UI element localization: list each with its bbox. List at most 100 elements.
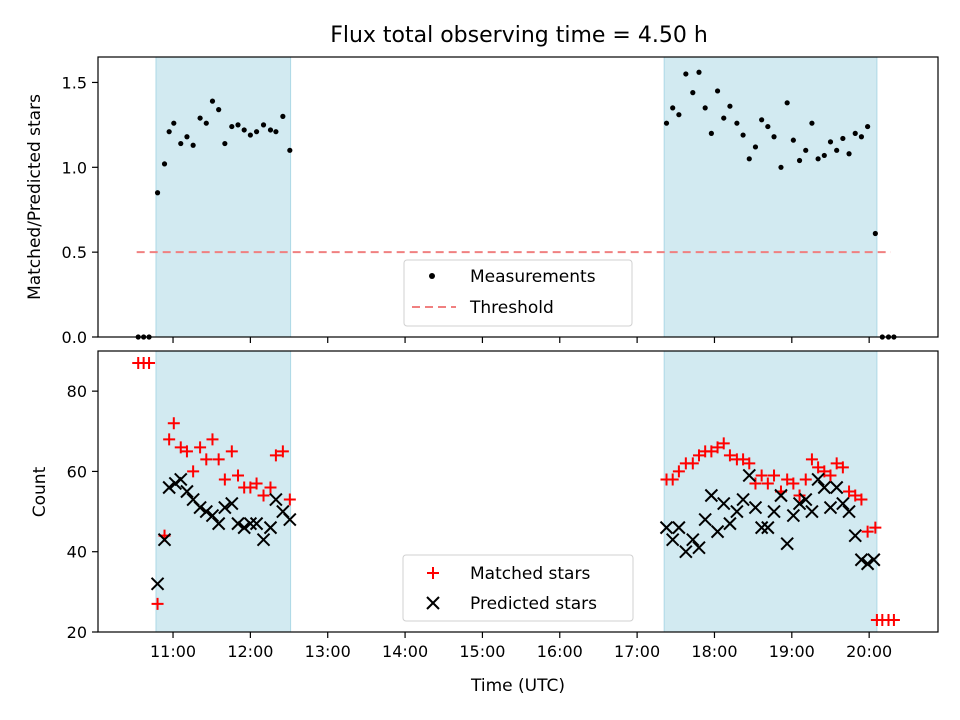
- x-tick-label: 17:00: [614, 642, 660, 661]
- legend-label-predicted: Predicted stars: [470, 594, 597, 614]
- data-point: [761, 520, 775, 535]
- data-point: [283, 512, 297, 527]
- data-point: [781, 473, 794, 486]
- data-point: [670, 105, 676, 111]
- count-legend-box: [402, 554, 634, 622]
- data-point: [244, 481, 257, 494]
- data-point: [205, 508, 220, 523]
- data-point: [887, 613, 900, 626]
- data-point: [151, 597, 164, 610]
- data-point: [257, 489, 270, 502]
- data-point: [676, 112, 682, 118]
- data-point: [740, 132, 746, 138]
- x-tick-label: 15:00: [459, 642, 505, 661]
- chart-title: Flux total observing time = 4.50 h: [330, 23, 708, 48]
- data-point: [200, 453, 213, 466]
- data-point: [799, 473, 812, 486]
- data-point: [840, 135, 846, 142]
- count-panel-ticks: 11:00 12:00 13:00 14:00 15:00 16:00 17:00 18:00…: [67, 382, 893, 661]
- data-point: [218, 500, 232, 515]
- data-point: [237, 520, 251, 535]
- data-point: [787, 477, 800, 490]
- data-point: [767, 504, 781, 519]
- data-point: [824, 469, 837, 482]
- data-point: [663, 120, 670, 126]
- data-point: [842, 504, 856, 519]
- y-tick-label: 0.5: [62, 243, 87, 262]
- data-point: [225, 496, 239, 511]
- data-point: [260, 122, 267, 128]
- data-point: [846, 151, 852, 157]
- data-point: [174, 441, 187, 454]
- data-point: [872, 230, 878, 237]
- count-y-axis-label: Count: [30, 466, 50, 517]
- y-tick-label: 40: [67, 543, 87, 562]
- data-point: [711, 441, 724, 454]
- data-point: [243, 516, 258, 531]
- data-point: [786, 508, 801, 523]
- data-point: [178, 140, 184, 147]
- data-point: [666, 473, 679, 486]
- data-point: [717, 437, 730, 450]
- data-point: [692, 540, 706, 555]
- data-point: [730, 504, 744, 519]
- observing-window-shading: [155, 56, 878, 338]
- data-point: [723, 449, 736, 462]
- data-point: [710, 524, 725, 539]
- x-axis-label: Time (UTC): [470, 676, 565, 696]
- data-point: [250, 477, 263, 490]
- data-point: [714, 88, 721, 94]
- data-point: [790, 137, 796, 143]
- shaded-interval-1: [155, 350, 292, 633]
- data-point: [743, 457, 756, 470]
- data-point: [269, 492, 283, 507]
- x-tick-label: 18:00: [691, 642, 737, 661]
- data-point: [280, 113, 286, 119]
- data-point: [187, 465, 200, 478]
- data-point: [805, 453, 818, 466]
- data-point: [203, 120, 209, 126]
- data-point: [231, 516, 245, 531]
- data-point: [672, 465, 685, 478]
- data-point: [817, 480, 832, 495]
- data-point: [273, 129, 279, 135]
- y-tick-label: 20: [67, 623, 87, 642]
- data-point: [815, 156, 821, 162]
- data-point: [780, 536, 794, 551]
- shaded-interval-1: [155, 56, 292, 338]
- data-point: [821, 152, 827, 159]
- data-point: [860, 557, 875, 571]
- data-point: [827, 139, 834, 145]
- data-point: [247, 132, 253, 138]
- data-point: [161, 161, 168, 167]
- data-point: [723, 516, 737, 531]
- data-point: [690, 90, 696, 96]
- y-tick-label: 60: [67, 462, 87, 481]
- data-point: [256, 532, 271, 547]
- data-point: [836, 461, 849, 474]
- data-point: [796, 157, 803, 164]
- data-point: [283, 493, 296, 506]
- ratio-legend: Measurements Threshold: [403, 259, 633, 327]
- data-point: [696, 69, 702, 75]
- data-point: [727, 103, 733, 109]
- data-point: [849, 489, 862, 502]
- y-tick-label: 80: [67, 382, 87, 401]
- data-point: [778, 164, 784, 170]
- data-point: [206, 433, 219, 446]
- data-point: [269, 449, 282, 462]
- data-point: [861, 525, 874, 538]
- data-point: [765, 123, 771, 130]
- data-point: [253, 129, 260, 135]
- x-tick-label: 16:00: [537, 642, 583, 661]
- data-point: [212, 453, 225, 466]
- data-point: [704, 488, 719, 503]
- y-tick-label: 1.5: [62, 73, 87, 92]
- data-point: [805, 504, 819, 519]
- data-point: [672, 520, 686, 535]
- data-point: [702, 105, 708, 111]
- data-point: [229, 123, 235, 130]
- series-0: [132, 357, 900, 626]
- ratio-legend-box: [403, 259, 633, 327]
- data-point: [734, 120, 740, 126]
